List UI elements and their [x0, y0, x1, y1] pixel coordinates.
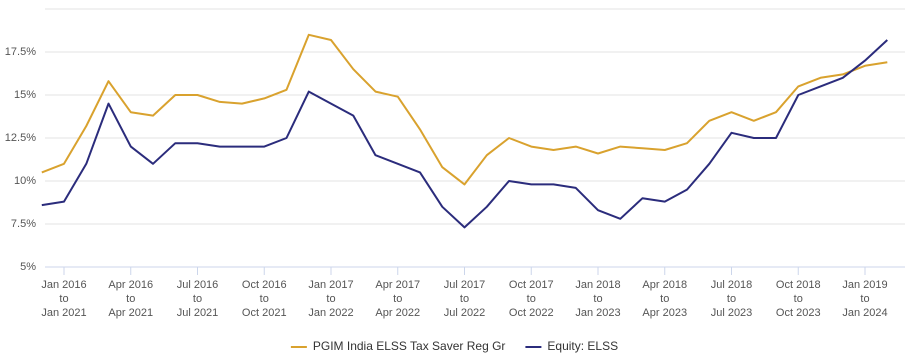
- x-tick-label: Jan 2019 to Jan 2024: [842, 279, 888, 319]
- y-tick-label: 10%: [14, 175, 36, 187]
- series-line: [41, 33, 888, 186]
- y-tick-label: 7.5%: [11, 218, 36, 230]
- x-tick-label: Jul 2016 to Jul 2021: [176, 279, 219, 319]
- x-tick-label: Apr 2016 to Apr 2021: [108, 279, 154, 319]
- x-tick-label: Jan 2016 to Jan 2021: [41, 279, 87, 319]
- x-tick-label: Oct 2018 to Oct 2023: [775, 279, 821, 319]
- y-tick-label: 12.5%: [5, 132, 36, 144]
- x-tick-label: Apr 2017 to Apr 2022: [375, 279, 421, 319]
- legend-label: PGIM India ELSS Tax Saver Reg Gr: [313, 339, 506, 353]
- series-line: [41, 39, 888, 229]
- x-tick-label: Jul 2017 to Jul 2022: [443, 279, 486, 319]
- y-tick-label: 15%: [14, 89, 36, 101]
- y-tick-label: 5%: [20, 261, 36, 273]
- x-tick-label: Jan 2018 to Jan 2023: [575, 279, 621, 319]
- x-tick-label: Oct 2016 to Oct 2021: [241, 279, 287, 319]
- y-tick-label: 17.5%: [5, 46, 36, 58]
- x-tick-label: Jan 2017 to Jan 2022: [308, 279, 354, 319]
- legend-label: Equity: ELSS: [547, 339, 618, 353]
- x-tick-label: Jul 2018 to Jul 2023: [710, 279, 753, 319]
- x-tick-label: Oct 2017 to Oct 2022: [508, 279, 554, 319]
- x-tick-label: Apr 2018 to Apr 2023: [642, 279, 688, 319]
